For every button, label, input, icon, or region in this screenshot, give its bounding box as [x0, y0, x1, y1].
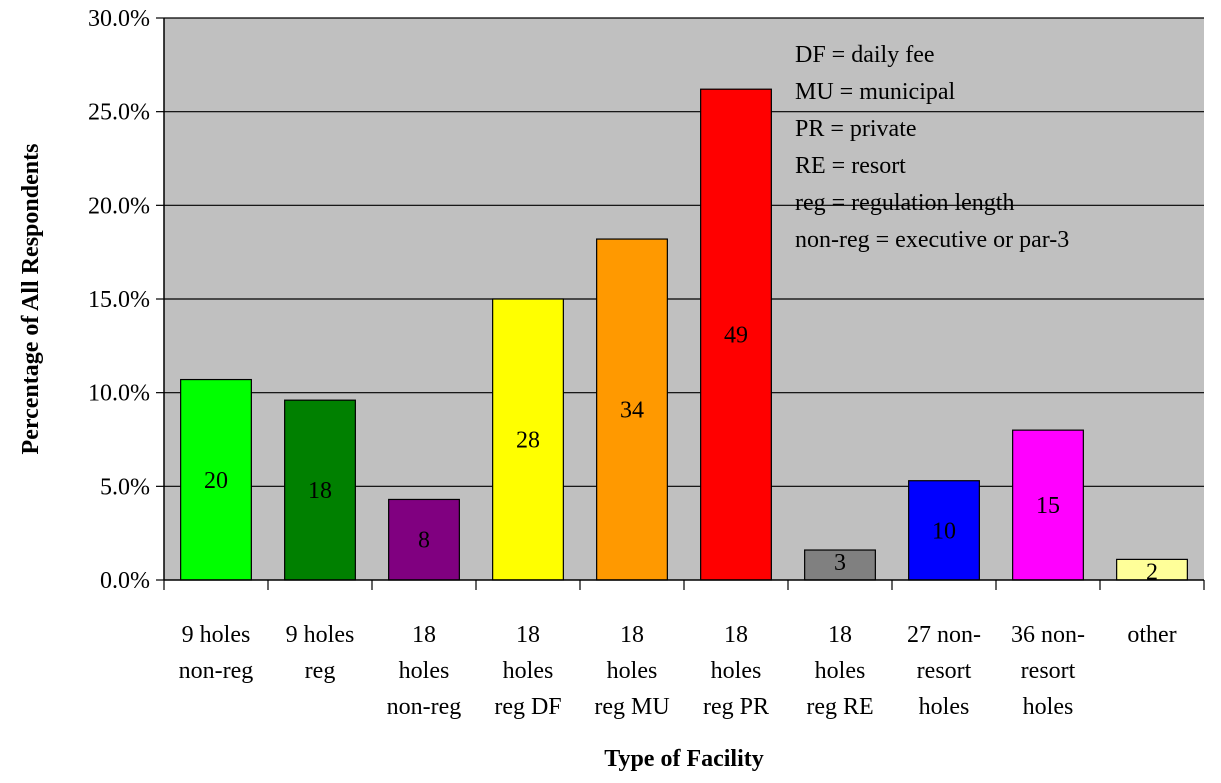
y-tick-label: 20.0% — [88, 193, 150, 219]
axes — [163, 18, 1205, 590]
x-category-label: 18 holes reg MU — [594, 622, 669, 720]
y-tick-label: 25.0% — [88, 100, 150, 126]
x-category-label-line: reg RE — [806, 694, 873, 720]
legend-item: PR = private — [795, 116, 917, 142]
bar — [388, 498, 460, 581]
y-tick-label: 5.0% — [100, 474, 150, 500]
bars: 20 18 8 28 34 49 3 10 15 2 — [180, 88, 1188, 585]
x-category-label-line: holes — [815, 658, 866, 684]
x-category-label-line: 9 holes — [286, 622, 355, 648]
legend-text: DF = daily fee MU = municipal PR = private… — [795, 42, 1069, 253]
x-category-label-line: 9 holes — [182, 622, 251, 648]
data-label: 34 — [620, 398, 644, 424]
x-category-label: 18 holes reg DF — [494, 622, 561, 720]
y-tick-label: 0.0% — [100, 568, 150, 594]
x-category-label-line: 18 — [620, 622, 644, 648]
x-category-label-line: 18 — [724, 622, 748, 648]
legend-item: RE = resort — [795, 153, 906, 179]
bar — [284, 399, 356, 581]
x-axis-title: Type of Facility — [604, 746, 764, 772]
x-category-label: 9 holes reg — [286, 622, 355, 684]
x-category-label-line: resort — [1021, 658, 1076, 684]
y-tick-labels: 0.0% 5.0% 10.0% 15.0% 20.0% 25.0% 30.0% — [88, 6, 150, 594]
x-category-label-line: reg MU — [594, 694, 669, 720]
data-label: 15 — [1036, 493, 1060, 519]
bar — [596, 238, 668, 581]
data-label: 2 — [1146, 559, 1158, 585]
x-category-label-line: holes — [399, 658, 450, 684]
x-category-label-line: 18 — [516, 622, 540, 648]
bar — [908, 480, 980, 581]
bar — [804, 549, 876, 581]
x-category-label-line: holes — [1023, 694, 1074, 720]
data-label: 28 — [516, 428, 540, 454]
y-tick-label: 10.0% — [88, 381, 150, 407]
x-category-label-line: 18 — [828, 622, 852, 648]
bar — [1012, 429, 1084, 581]
x-category-label-line: reg DF — [494, 694, 561, 720]
y-axis-title: Percentage of All Respondents — [18, 144, 44, 455]
x-category-label: 36 non-resort holes — [1011, 622, 1085, 720]
x-category-label: other — [1127, 622, 1176, 648]
x-category-label-line: resort — [917, 658, 972, 684]
x-category-label-line: other — [1127, 622, 1176, 648]
x-category-label-line: holes — [711, 658, 762, 684]
x-category-label-line: reg PR — [703, 694, 769, 720]
x-category-label-line: 36 non- — [1011, 622, 1085, 648]
x-category-label-line: holes — [919, 694, 970, 720]
x-category-label: 27 non-resort holes — [907, 622, 981, 720]
x-category-label: 18 holes non-reg — [387, 622, 462, 720]
y-tick-label: 30.0% — [88, 6, 150, 32]
x-category-label-line: non-reg — [387, 694, 462, 720]
data-label: 10 — [932, 518, 956, 544]
bar — [700, 88, 772, 581]
data-label: 8 — [418, 528, 430, 554]
legend-item: reg = regulation length — [795, 190, 1014, 216]
y-tick-label: 15.0% — [88, 287, 150, 313]
x-category-label: 18 holes reg RE — [806, 622, 873, 720]
legend-item: DF = daily fee — [795, 42, 935, 68]
legend-item: MU = municipal — [795, 79, 956, 105]
x-category-label-line: 18 — [412, 622, 436, 648]
x-category-label: 9 holes non-reg — [179, 622, 254, 684]
x-category-label-line: non-reg — [179, 658, 254, 684]
x-category-label: 18 holes reg PR — [703, 622, 769, 720]
data-label: 49 — [724, 323, 748, 349]
bar — [180, 378, 252, 581]
data-label: 18 — [308, 478, 332, 504]
legend-item: non-reg = executive or par-3 — [795, 227, 1069, 253]
x-category-label-line: 27 non- — [907, 622, 981, 648]
x-category-label-line: reg — [305, 658, 336, 684]
x-category-label-line: holes — [503, 658, 554, 684]
data-label: 3 — [834, 550, 846, 576]
data-label: 20 — [204, 468, 228, 494]
x-category-label-line: holes — [607, 658, 658, 684]
bar — [492, 298, 564, 581]
